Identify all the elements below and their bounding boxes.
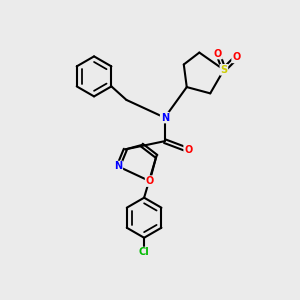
- Text: O: O: [214, 49, 222, 58]
- Text: N: N: [114, 161, 122, 172]
- Text: S: S: [220, 65, 227, 75]
- Text: N: N: [161, 112, 169, 123]
- Text: O: O: [146, 176, 154, 186]
- Text: O: O: [232, 52, 240, 62]
- Text: O: O: [184, 145, 192, 155]
- Text: Cl: Cl: [139, 248, 149, 257]
